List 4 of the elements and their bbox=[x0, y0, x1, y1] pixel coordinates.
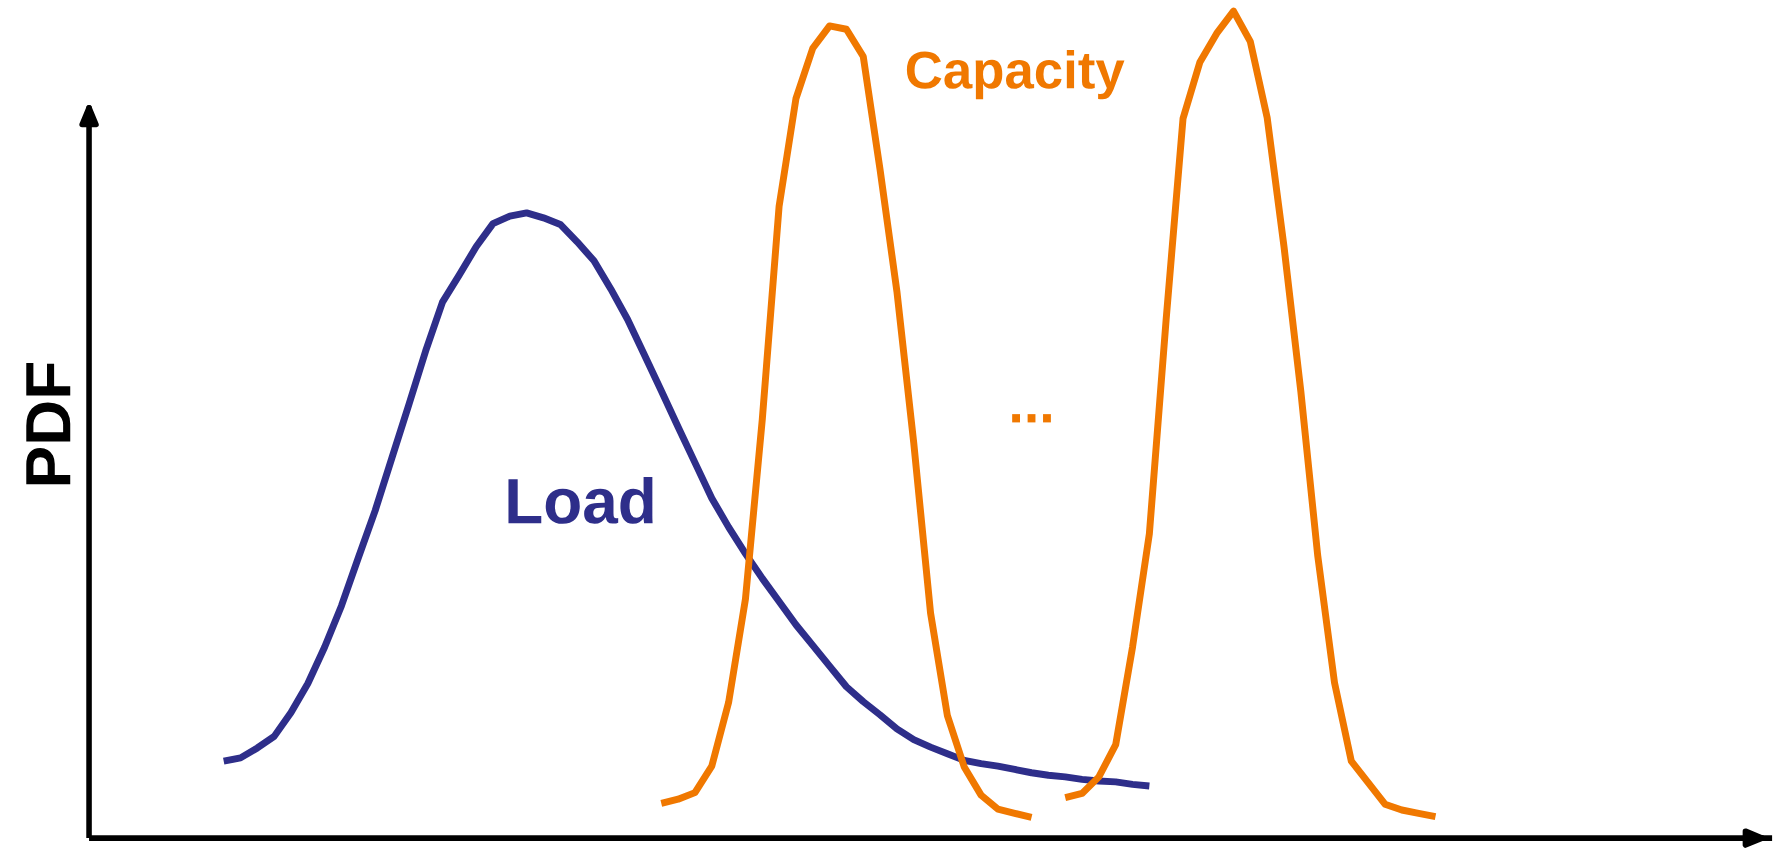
y-axis-title: PDF bbox=[26, 363, 71, 485]
annotation: ... bbox=[1012, 414, 1051, 423]
series-label: Load bbox=[508, 476, 653, 524]
series-label: Capacity bbox=[906, 50, 1125, 100]
